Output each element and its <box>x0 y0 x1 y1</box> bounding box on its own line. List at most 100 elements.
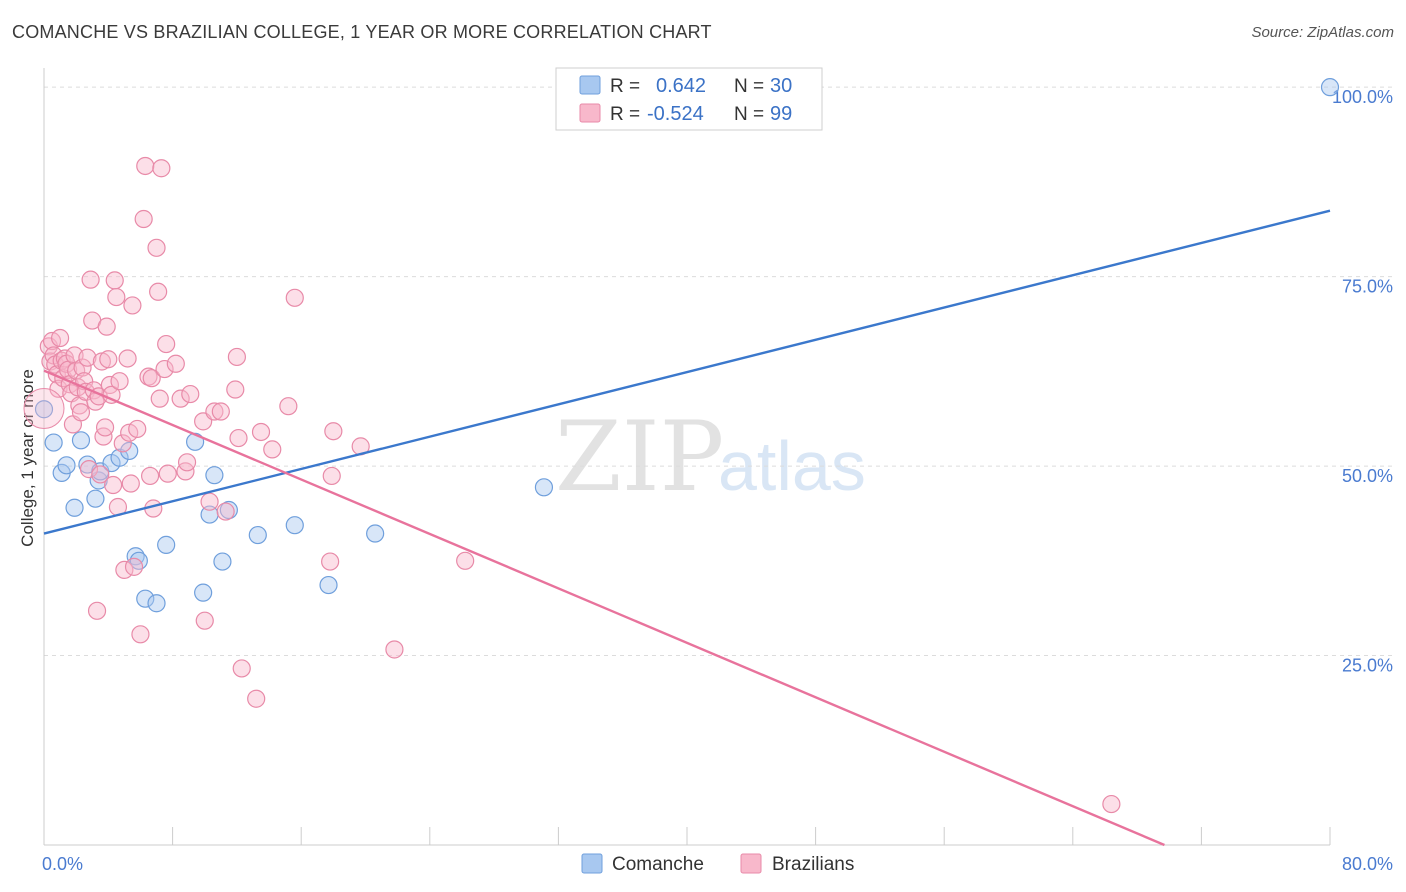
data-point <box>247 689 266 708</box>
data-point <box>57 456 76 475</box>
data-point <box>73 358 92 377</box>
data-point <box>285 516 304 535</box>
data-point <box>366 524 385 543</box>
data-point <box>136 589 155 608</box>
data-point <box>324 422 343 441</box>
stats-legend: R = 0.642 N = 30 R = -0.524 N = 99 <box>555 67 823 131</box>
legend-swatch-comanche <box>579 75 601 95</box>
data-point <box>95 418 115 437</box>
data-point <box>229 428 248 448</box>
data-point <box>78 348 97 367</box>
watermark-zip: ZIP <box>555 401 724 513</box>
trend-lines <box>43 209 1331 847</box>
data-point <box>136 156 155 176</box>
data-point <box>456 551 475 570</box>
data-point <box>104 475 123 495</box>
data-point <box>91 465 110 484</box>
data-point <box>251 422 271 442</box>
legend-swatch-comanche-bottom <box>581 853 603 874</box>
data-point <box>118 349 137 368</box>
series-legend: Comanche Brazilians <box>581 853 854 875</box>
data-point <box>34 400 54 419</box>
data-point <box>44 433 63 452</box>
y-tick-label: 25.0% <box>1342 656 1393 676</box>
data-point <box>124 557 144 576</box>
data-point <box>194 583 213 602</box>
data-point <box>263 440 282 459</box>
data-point <box>71 403 91 422</box>
y-axis-label: College, 1 year or more <box>18 369 37 547</box>
axes <box>43 68 1331 846</box>
data-point <box>147 238 166 257</box>
data-point <box>158 464 177 483</box>
chart-title: COMANCHE VS BRAZILIAN COLLEGE, 1 YEAR OR… <box>12 22 712 42</box>
data-point <box>121 474 140 493</box>
data-point <box>94 427 113 446</box>
legend-label-brazilians: Brazilians <box>772 854 854 875</box>
data-point <box>157 535 176 554</box>
data-point <box>285 288 304 307</box>
legend-swatch-brazilians-bottom <box>740 853 762 874</box>
legend-n-value-brazilians: 99 <box>770 103 792 125</box>
data-point <box>195 611 214 630</box>
y-tick-label: 50.0% <box>1342 466 1393 486</box>
data-point <box>385 640 404 659</box>
data-point <box>213 552 232 571</box>
data-point <box>150 389 169 408</box>
data-point <box>99 350 118 369</box>
data-point <box>205 466 224 485</box>
data-point <box>120 441 139 461</box>
data-point <box>131 625 150 644</box>
legend-label-comanche: Comanche <box>612 854 704 875</box>
data-point <box>79 460 99 479</box>
data-point <box>110 372 129 391</box>
data-point <box>129 551 148 570</box>
data-point <box>227 347 246 367</box>
data-point <box>97 317 116 336</box>
data-point <box>1102 794 1121 814</box>
data-point <box>147 594 166 613</box>
data-point <box>134 209 153 229</box>
y-tick-label: 75.0% <box>1342 277 1393 297</box>
data-point <box>152 159 171 178</box>
data-point <box>319 575 338 595</box>
data-point <box>322 466 341 486</box>
data-point <box>142 369 161 388</box>
data-point <box>1320 78 1340 97</box>
data-point <box>123 296 142 315</box>
data-point <box>140 466 160 486</box>
data-point <box>113 434 132 453</box>
data-point <box>534 478 554 497</box>
data-point <box>128 419 147 439</box>
legend-r-value-comanche: 0.642 <box>656 75 706 97</box>
data-point <box>71 431 91 450</box>
legend-n-label-brazilians: N = <box>734 104 764 125</box>
grid-lines <box>44 86 1394 657</box>
data-point <box>211 402 230 421</box>
data-point <box>232 659 251 678</box>
data-point <box>23 387 65 429</box>
x-tick-label: 0.0% <box>42 854 83 874</box>
x-tick-label: 80.0% <box>1342 854 1393 874</box>
data-point <box>226 380 245 399</box>
legend-r-label-comanche: R = <box>610 76 640 97</box>
data-point <box>177 453 197 472</box>
legend-r-label-brazilians: R = <box>610 104 640 125</box>
legend-n-label-comanche: N = <box>734 76 764 97</box>
data-point <box>110 448 129 467</box>
source-label: Source: ZipAtlas.com <box>1251 24 1394 41</box>
trend-line-brazilians <box>43 369 1165 847</box>
y-tick-labels: 25.0% 50.0% 75.0% 100.0% <box>1332 87 1393 675</box>
data-point <box>176 462 195 481</box>
legend-n-value-comanche: 30 <box>770 75 792 97</box>
series-comanche <box>34 78 1340 613</box>
data-point <box>86 489 105 508</box>
y-tick-label: 100.0% <box>1332 87 1393 107</box>
data-point <box>166 354 185 373</box>
legend-r-value-brazilians: -0.524 <box>647 103 704 125</box>
data-point <box>205 402 224 421</box>
data-point <box>321 552 340 571</box>
data-point <box>65 498 84 517</box>
data-point <box>248 525 267 545</box>
